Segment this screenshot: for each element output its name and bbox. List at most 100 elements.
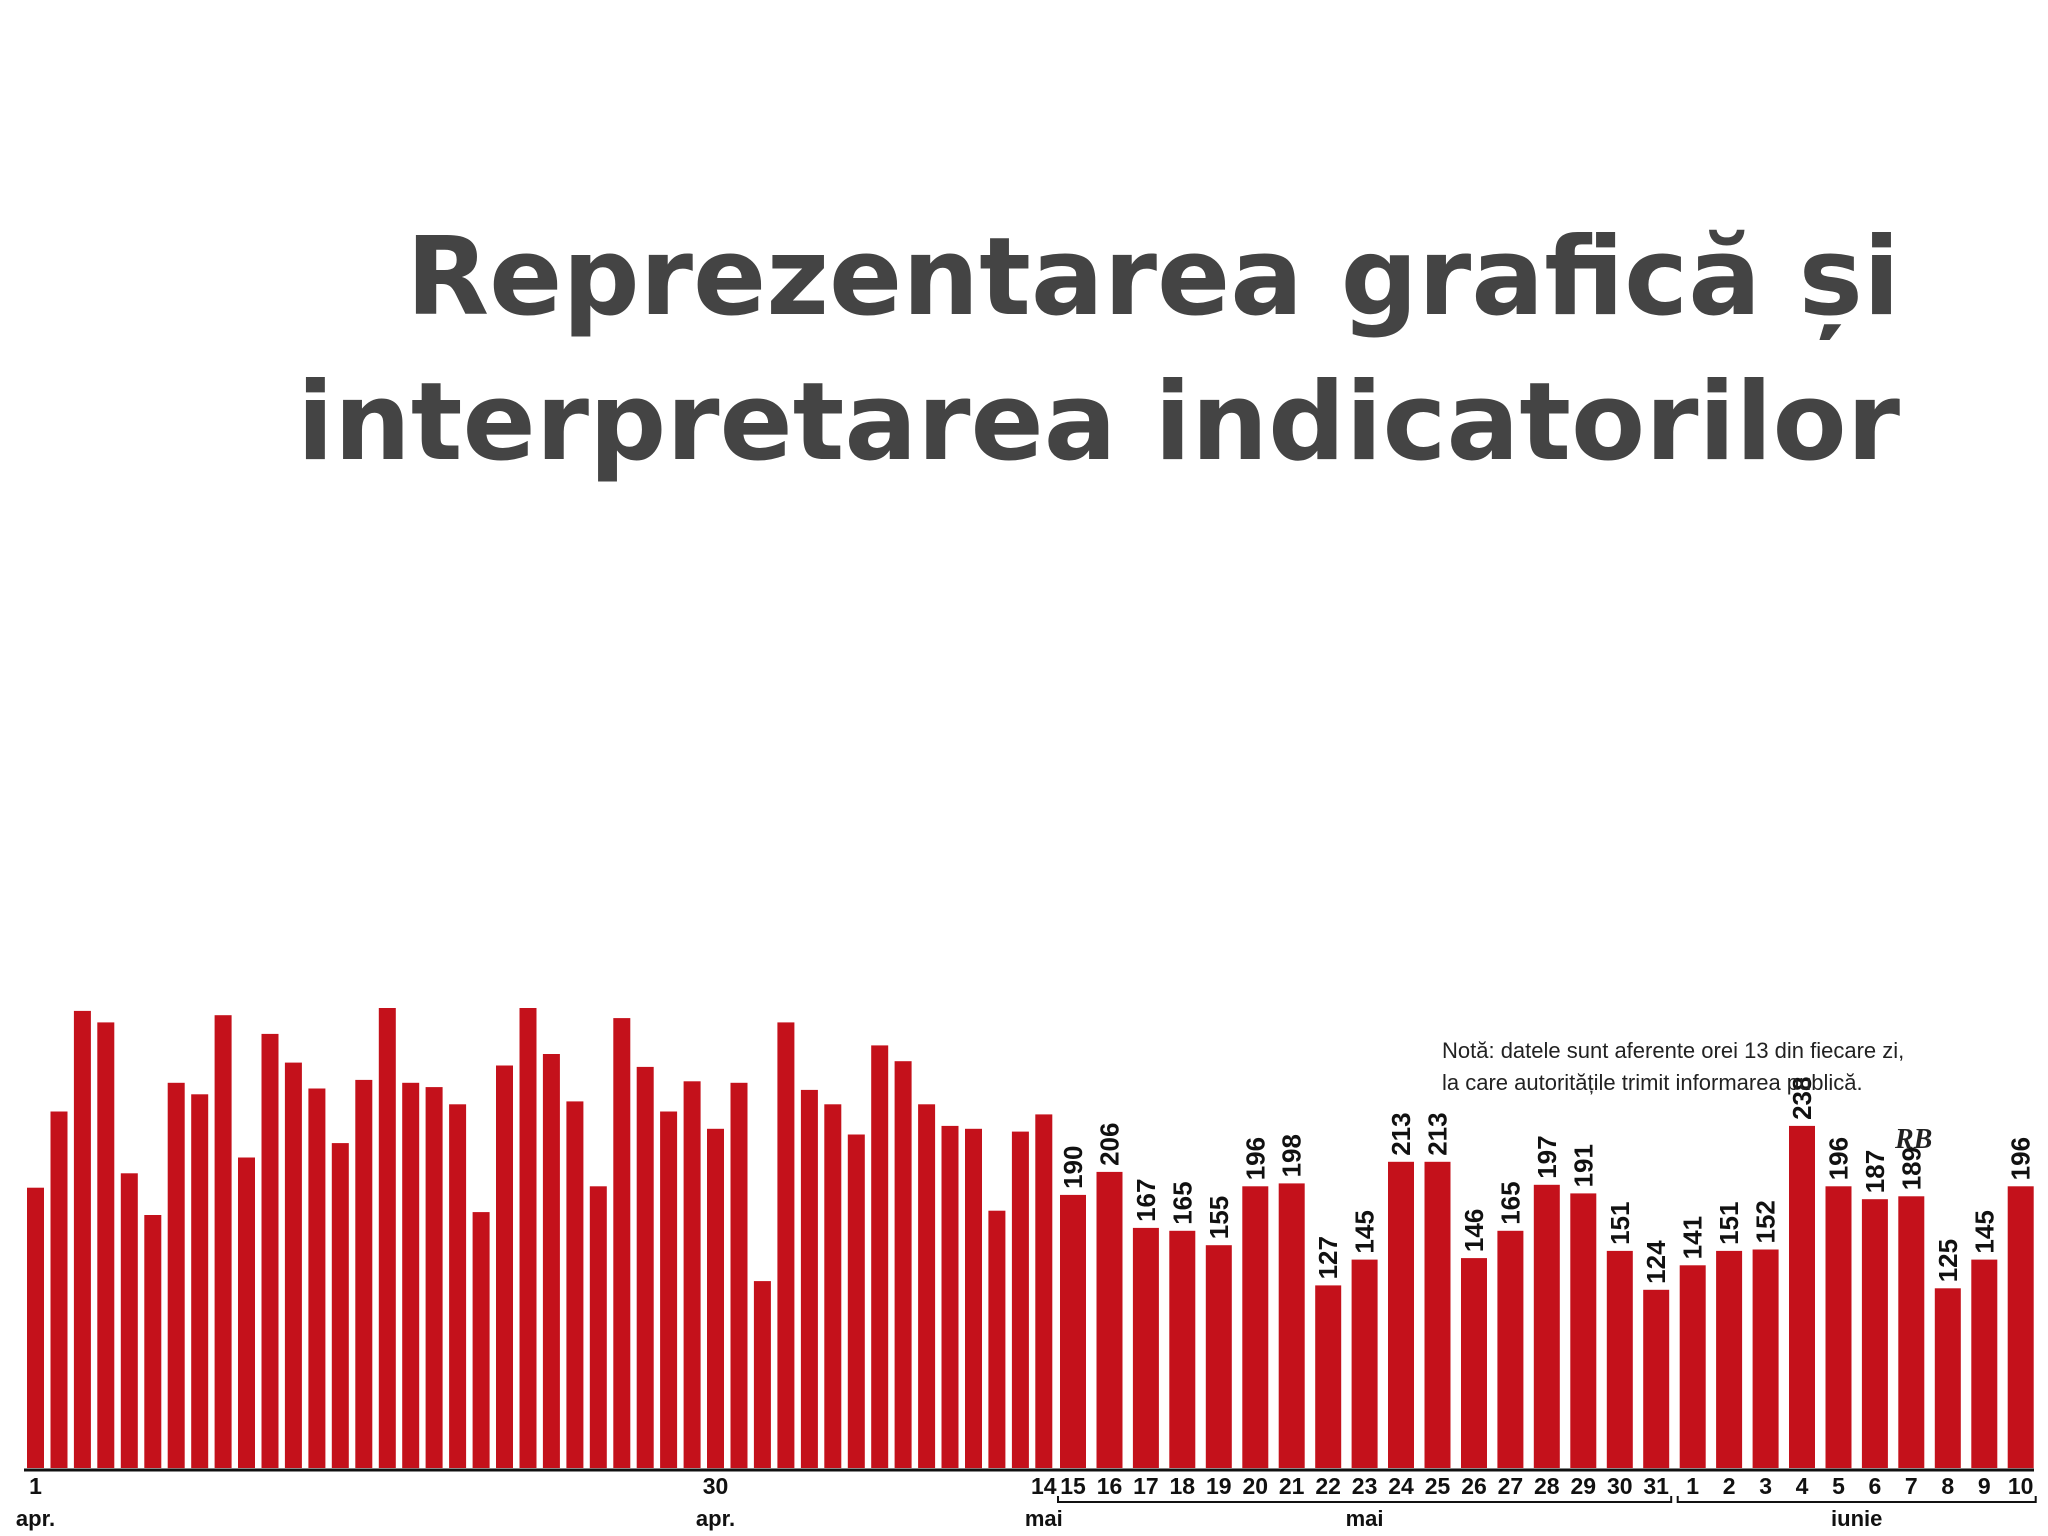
bar-narrow-25 [589,1186,607,1469]
tick-day-wide-7: 21 [1279,1473,1305,1499]
tick-day-wide-18: 1 [1686,1473,1699,1499]
bar-narrow-39 [918,1104,936,1468]
bar-narrow-27 [636,1066,654,1468]
value-label-23: 187 [1860,1150,1890,1193]
bar-wide-20 [1752,1249,1779,1468]
bar-narrow-13 [308,1088,326,1468]
bar-narrow-43 [1011,1131,1029,1468]
bar-narrow-35 [824,1104,842,1468]
tick-day-wide-11: 25 [1425,1473,1451,1499]
slide-title: Reprezentarea grafică și interpretarea i… [200,205,1900,495]
bar-narrow-4 [97,1022,115,1468]
value-label-9: 145 [1350,1210,1380,1253]
bar-wide-27 [2007,1186,2034,1469]
bar-narrow-38 [894,1061,912,1468]
tick-day-wide-22: 5 [1832,1473,1845,1499]
chart-note-line-2: la care autoritățile trimit informarea p… [1442,1070,1863,1095]
tick-day-wide-25: 8 [1941,1473,1954,1499]
tick-day-wide-14: 28 [1534,1473,1560,1499]
bar-wide-13 [1497,1230,1524,1468]
bar-wide-8 [1315,1285,1342,1468]
tick-day-wide-26: 9 [1978,1473,1991,1499]
tick-day-wide-16: 30 [1607,1473,1633,1499]
tick-day-wide-19: 2 [1723,1473,1736,1499]
tick-day-wide-23: 6 [1869,1473,1882,1499]
bar-narrow-10 [238,1157,255,1468]
value-label-19: 151 [1714,1202,1744,1245]
bar-narrow-12 [284,1062,302,1468]
bar-wide-22 [1825,1186,1852,1469]
bar-narrow-33 [777,1022,795,1468]
value-label-7: 198 [1277,1134,1307,1177]
bar-wide-15 [1570,1193,1597,1468]
bar-narrow-6 [144,1215,162,1468]
tick-month-apr.: apr. [16,1506,55,1531]
value-label-15: 191 [1568,1144,1598,1187]
value-label-24: 189 [1896,1147,1926,1190]
value-label-3: 167 [1131,1179,1161,1222]
value-label-14: 197 [1532,1135,1562,1178]
tick-day-wide-15: 29 [1571,1473,1597,1499]
value-label-25: 125 [1933,1239,1963,1282]
bar-wide-3 [1132,1227,1159,1468]
value-label-5: 155 [1204,1196,1234,1239]
bar-narrow-1 [27,1187,44,1468]
tick-day-wide-9: 23 [1352,1473,1378,1499]
bar-wide-23 [1861,1199,1888,1468]
bar-wide-11 [1424,1161,1451,1468]
bar-wide-12 [1461,1258,1487,1468]
tick-day-wide-8: 22 [1315,1473,1341,1499]
chart-month-groups: mai iunie [1057,1496,2037,1531]
value-label-8: 127 [1313,1236,1343,1279]
value-label-2: 206 [1095,1123,1125,1166]
tick-day-wide-12: 26 [1461,1473,1487,1499]
signature-mark: RB [1894,1124,1932,1155]
bar-wide-5 [1205,1245,1232,1468]
bar-wide-21 [1789,1125,1815,1468]
bar-wide-25 [1934,1288,1961,1468]
tick-day-wide-27: 10 [2008,1473,2034,1499]
tick-day-wide-20: 3 [1759,1473,1772,1499]
bar-narrow-40 [941,1125,959,1468]
value-label-6: 196 [1240,1137,1270,1180]
value-label-12: 146 [1459,1209,1489,1252]
bar-narrow-17 [402,1082,420,1469]
tick-day-wide-4: 18 [1170,1473,1196,1499]
tick-day-wide-24: 7 [1905,1473,1918,1499]
tick-day-wide-21: 4 [1796,1473,1809,1499]
bar-narrow-22 [519,1008,537,1468]
bar-narrow-3 [73,1010,91,1468]
tick-day-wide-13: 27 [1498,1473,1524,1499]
bar-narrow-34 [800,1089,818,1468]
value-label-18: 141 [1678,1216,1708,1259]
value-label-20: 152 [1751,1200,1781,1243]
tick-month-apr.: apr. [696,1506,735,1531]
bar-narrow-21 [496,1065,513,1468]
bar-narrow-19 [449,1104,467,1468]
value-label-1: 190 [1058,1146,1088,1189]
bar-narrow-14 [331,1143,349,1468]
bar-wide-6 [1242,1186,1269,1469]
value-label-27: 196 [2006,1137,2036,1180]
tick-day-wide-1: 15 [1060,1473,1086,1499]
tick-day-30: 30 [703,1473,729,1499]
bar-narrow-31 [730,1082,748,1469]
bar-wide-19 [1716,1250,1743,1468]
bar-narrow-32 [753,1281,771,1468]
bar-wide-7 [1278,1183,1305,1468]
value-label-16: 151 [1605,1202,1635,1245]
bar-narrow-5 [120,1173,138,1468]
chart-bars [27,1008,2034,1469]
tick-day-wide-5: 19 [1206,1473,1232,1499]
value-label-22: 196 [1824,1137,1854,1180]
bar-narrow-7 [167,1082,185,1469]
bar-wide-18 [1679,1265,1706,1468]
bar-narrow-29 [683,1081,701,1468]
bar-wide-10 [1388,1161,1414,1468]
bar-narrow-8 [191,1094,209,1469]
chart-note-line-1: Notă: datele sunt aferente orei 13 din f… [1442,1038,1904,1063]
bar-narrow-24 [566,1101,584,1468]
